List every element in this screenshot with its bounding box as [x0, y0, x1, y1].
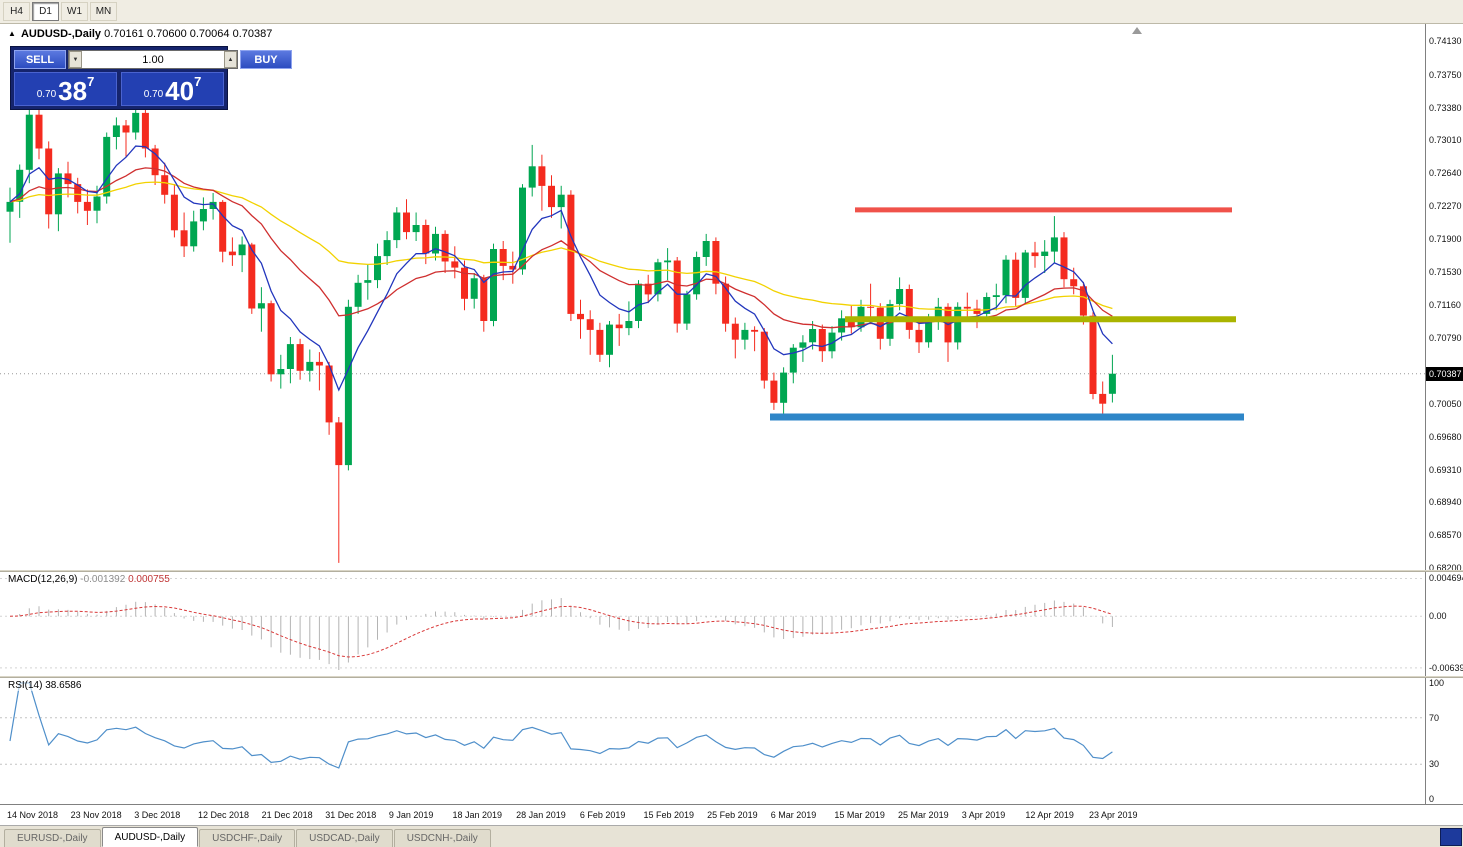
timeframe-toolbar: H4 D1 W1 MN — [0, 0, 1463, 24]
date-axis-label: 12 Apr 2019 — [1025, 810, 1074, 820]
candlestick-chart[interactable] — [0, 24, 1425, 570]
rsi-chart[interactable] — [0, 678, 1425, 804]
date-axis-label: 6 Mar 2019 — [770, 810, 817, 820]
price-axis-label: 0.68200 — [1429, 563, 1462, 574]
chart-symbol: AUDUSD-,Daily — [20, 28, 102, 40]
date-axis-label: 23 Apr 2019 — [1089, 810, 1138, 820]
price-axis-label: 0.71530 — [1429, 267, 1462, 278]
price-chart-panel: ▲ AUDUSD-,Daily 0.70161 0.70600 0.70064 … — [0, 24, 1463, 574]
price-axis-label: 0.72640 — [1429, 168, 1462, 179]
date-axis-label: 31 Dec 2018 — [325, 810, 377, 820]
current-price-badge: 0.70387 — [1426, 366, 1463, 381]
rsi-axis-label: 100 — [1429, 677, 1445, 688]
macd-signal-value: 0.000755 — [128, 574, 170, 585]
tabbar-corner-button[interactable] — [1440, 828, 1462, 846]
date-axis-label: 12 Dec 2018 — [197, 810, 249, 820]
date-axis-label: 18 Jan 2019 — [452, 810, 503, 820]
price-axis-label: 0.69310 — [1429, 464, 1462, 475]
date-axis-label: 15 Mar 2019 — [834, 810, 885, 820]
timeframe-button-mn[interactable]: MN — [90, 2, 117, 21]
rsi-panel: RSI(14) 38.6586 100 70 30 0 — [0, 678, 1463, 804]
sell-price-pipette: 7 — [87, 74, 95, 89]
volume-up-button[interactable]: ▲ — [224, 51, 237, 68]
tab-usdcad[interactable]: USDCAD-,Daily — [296, 829, 393, 847]
sell-price-big: 38 — [58, 76, 88, 106]
timeframe-button-d1[interactable]: D1 — [32, 2, 59, 21]
sell-price-prefix: 0.70 — [36, 89, 57, 100]
panel-splitter[interactable] — [0, 570, 1463, 572]
date-axis-label: 21 Dec 2018 — [261, 810, 313, 820]
timeframe-button-h4[interactable]: H4 — [3, 2, 30, 21]
date-axis-label: 14 Nov 2018 — [7, 810, 59, 820]
date-axis-label: 6 Feb 2019 — [579, 810, 626, 820]
volume-down-button[interactable]: ▼ — [69, 51, 82, 68]
chart-ohlc-values: 0.70161 0.70600 0.70064 0.70387 — [104, 28, 273, 40]
date-axis-label: 9 Jan 2019 — [388, 810, 434, 820]
date-axis-label: 25 Mar 2019 — [898, 810, 949, 820]
sell-price-tile[interactable]: 0.70 38 7 — [14, 72, 117, 106]
price-axis-label: 0.73010 — [1429, 135, 1462, 146]
rsi-axis-label: 70 — [1429, 712, 1440, 723]
price-axis-label: 0.72270 — [1429, 201, 1462, 212]
date-axis-label: 25 Feb 2019 — [707, 810, 758, 820]
macd-panel: MACD(12,26,9) -0.001392 0.000755 0.00469… — [0, 572, 1463, 676]
price-axis-label: 0.68940 — [1429, 497, 1462, 508]
price-axis-label: 0.70790 — [1429, 332, 1462, 343]
macd-chart[interactable] — [0, 572, 1425, 676]
macd-main-value: -0.001392 — [80, 574, 126, 585]
date-axis-label: 3 Dec 2018 — [134, 810, 181, 820]
symbol-tabbar: EURUSD-,Daily AUDUSD-,Daily USDCHF-,Dail… — [0, 826, 1463, 847]
price-axis-label: 0.71160 — [1429, 300, 1461, 310]
buy-price-pipette: 7 — [194, 74, 202, 89]
date-axis[interactable]: 14 Nov 2018 23 Nov 2018 3 Dec 2018 12 Dec 2… — [0, 804, 1463, 826]
tab-eurusd[interactable]: EURUSD-,Daily — [4, 829, 101, 847]
date-axis-label: 15 Feb 2019 — [643, 810, 695, 820]
date-axis-label: 23 Nov 2018 — [70, 810, 122, 820]
macd-label: MACD(12,26,9) -0.001392 0.000755 — [8, 574, 170, 585]
panel-splitter[interactable] — [0, 676, 1463, 678]
rsi-axis-label: 0 — [1429, 794, 1435, 805]
price-axis-label: 0.68570 — [1429, 530, 1462, 541]
timeframe-button-w1[interactable]: W1 — [61, 2, 88, 21]
rsi-name: RSI(14) — [8, 680, 43, 691]
macd-axis-label: -0.00639 — [1429, 662, 1463, 673]
macd-axis: 0.004694 0.00 -0.00639 — [1425, 572, 1463, 676]
tab-audusd[interactable]: AUDUSD-,Daily — [101, 827, 199, 847]
rsi-axis-label: 30 — [1429, 759, 1440, 770]
buy-price-big: 40 — [165, 76, 195, 106]
buy-price-tile[interactable]: 0.70 40 7 — [121, 72, 224, 106]
tab-usdchf[interactable]: USDCHF-,Daily — [199, 829, 296, 847]
price-axis[interactable]: 0.70387 0.74130 0.73750 0.73380 0.73010 0.72… — [1425, 24, 1463, 574]
sell-button[interactable]: SELL — [14, 50, 66, 69]
rsi-value: 38.6586 — [45, 680, 82, 691]
rsi-axis: 100 70 30 0 — [1425, 678, 1463, 804]
price-axis-label: 0.73380 — [1429, 102, 1462, 113]
chart-shift-marker-icon[interactable] — [1132, 27, 1142, 34]
buy-button[interactable]: BUY — [240, 50, 292, 69]
chart-title: ▲ AUDUSD-,Daily 0.70161 0.70600 0.70064 … — [8, 28, 272, 40]
rsi-label: RSI(14) 38.6586 — [8, 680, 82, 691]
price-axis-label: 0.74130 — [1429, 35, 1462, 46]
date-axis-label: 28 Jan 2019 — [516, 810, 566, 820]
macd-name: MACD(12,26,9) — [8, 574, 78, 585]
date-axis-label: 3 Apr 2019 — [961, 810, 1006, 820]
symbol-marker-icon: ▲ — [8, 29, 16, 38]
buy-price-prefix: 0.70 — [143, 89, 164, 100]
one-click-trading-panel: SELL ▼ ▲ BUY 0.70 38 7 0.70 40 7 — [10, 46, 292, 110]
tab-usdcnh[interactable]: USDCNH-,Daily — [393, 829, 491, 847]
price-axis-label: 0.73750 — [1429, 69, 1462, 80]
price-axis-label: 0.69680 — [1429, 431, 1462, 442]
macd-axis-label: 0.00 — [1429, 611, 1447, 622]
price-axis-label: 0.71900 — [1429, 234, 1462, 245]
price-axis-label: 0.70050 — [1429, 398, 1462, 409]
volume-input[interactable] — [82, 51, 224, 68]
volume-control: ▼ ▲ — [68, 50, 238, 69]
macd-axis-label: 0.004694 — [1429, 573, 1463, 584]
